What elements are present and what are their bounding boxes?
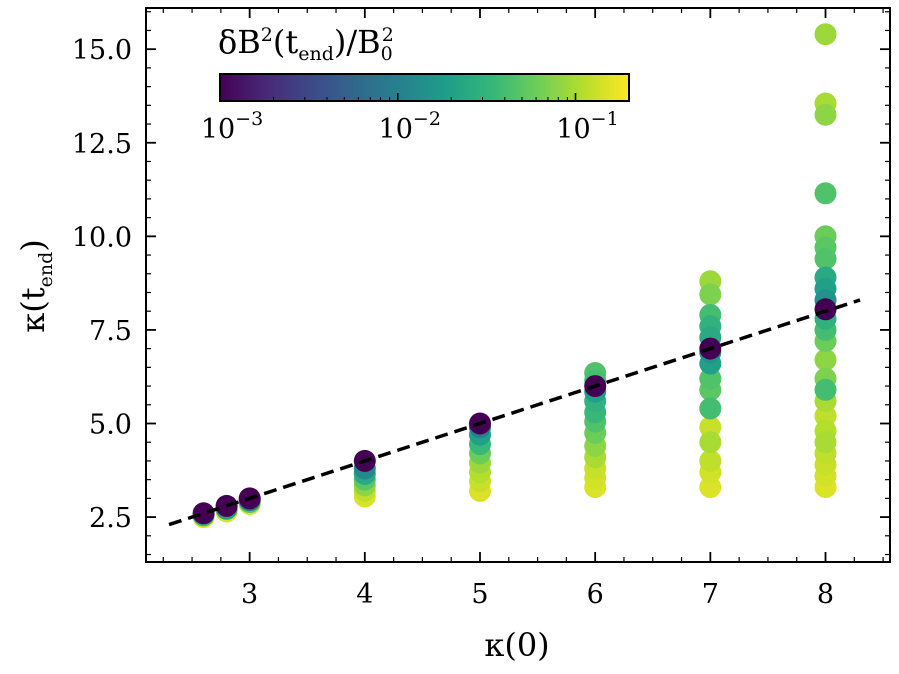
x-tick-label: 7 bbox=[702, 579, 719, 610]
axis-ticks bbox=[146, 8, 890, 562]
colorbar-tick-label: 10−3 bbox=[201, 108, 263, 145]
y-tick-label: 15.0 bbox=[72, 35, 132, 66]
x-tick-label: 5 bbox=[471, 579, 488, 610]
data-point bbox=[192, 502, 215, 525]
y-tick-label: 5.0 bbox=[89, 410, 132, 441]
colorbar-tick-label: 10−1 bbox=[556, 108, 618, 145]
y-tick-label: 10.0 bbox=[72, 222, 132, 253]
plot-frame bbox=[145, 7, 891, 563]
data-point bbox=[699, 397, 722, 420]
data-point bbox=[814, 298, 837, 321]
colorbar: δB2(tend)/B02 10−3 10−2 10−1 bbox=[201, 23, 630, 145]
data-point bbox=[814, 431, 837, 454]
colorbar-ticks: 10−3 10−2 10−1 bbox=[201, 93, 630, 145]
y-tick-label: 2.5 bbox=[89, 503, 132, 534]
x-tick-label: 4 bbox=[356, 579, 373, 610]
data-point bbox=[814, 23, 837, 46]
x-axis-label-text: κ(0) bbox=[484, 626, 549, 664]
colorbar-tick-label: 10−2 bbox=[379, 108, 441, 145]
x-axis-label: κ(0) bbox=[484, 626, 549, 664]
data-point bbox=[699, 449, 722, 472]
colorbar-bar bbox=[219, 73, 630, 102]
colorbar-label: δB2(tend)/B02 bbox=[218, 23, 394, 65]
y-axis-label: κ(tend) bbox=[14, 239, 57, 332]
data-point bbox=[814, 182, 837, 205]
axis-tick-labels: 3 4 5 6 7 8 2.5 5.0 7.5 10.0 12.5 15.0 bbox=[72, 35, 834, 610]
data-point bbox=[699, 431, 722, 454]
data-point bbox=[814, 103, 837, 126]
y-tick-label: 12.5 bbox=[72, 129, 132, 160]
data-point bbox=[699, 283, 722, 306]
reference-line-y-equals-x bbox=[168, 298, 861, 527]
y-axis-label-text: κ(tend) bbox=[14, 239, 57, 332]
data-point bbox=[814, 247, 837, 270]
data-point bbox=[814, 378, 837, 401]
x-tick-label: 3 bbox=[241, 579, 258, 610]
y-tick-label: 7.5 bbox=[89, 316, 132, 347]
data-point bbox=[814, 348, 837, 371]
x-tick-label: 6 bbox=[587, 579, 604, 610]
x-tick-label: 8 bbox=[817, 579, 834, 610]
